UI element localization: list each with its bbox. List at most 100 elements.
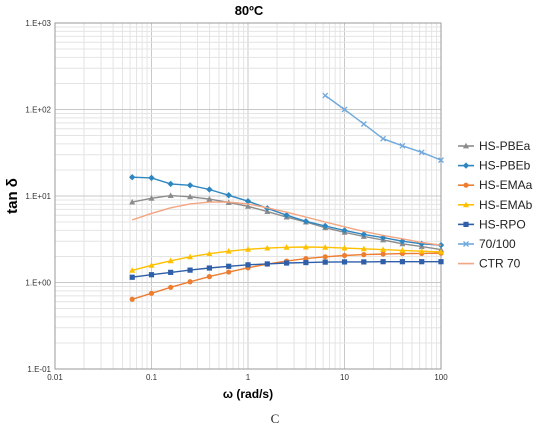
data-point <box>360 245 367 252</box>
data-point <box>148 262 155 268</box>
series-line <box>131 201 442 246</box>
legend-marker <box>463 182 469 188</box>
data-point <box>399 247 406 253</box>
data-point <box>129 274 135 280</box>
data-point <box>264 261 270 267</box>
data-point <box>302 218 310 225</box>
chart-title: 80ºC <box>235 3 264 18</box>
legend-marker <box>463 221 469 227</box>
x-tick-label: 100 <box>434 373 448 382</box>
legend-label: HS-PBEa <box>479 139 531 153</box>
data-point <box>245 246 251 252</box>
legend-item: HS-EMAa <box>458 178 533 192</box>
x-tick-label: 0.1 <box>146 373 158 382</box>
y-tick-label: 1.E+03 <box>25 19 51 28</box>
data-point <box>245 262 251 268</box>
data-point <box>168 284 174 290</box>
data-point <box>322 92 329 99</box>
legend-item: CTR 70 <box>458 257 521 271</box>
data-point <box>226 263 232 269</box>
data-point <box>283 211 290 219</box>
data-point <box>206 250 213 257</box>
data-point <box>129 267 136 273</box>
series-hs-rpo <box>129 259 444 280</box>
data-point <box>225 248 232 254</box>
data-point <box>129 173 136 181</box>
data-point <box>187 193 194 200</box>
data-point <box>380 135 387 142</box>
legend-item: HS-RPO <box>458 217 526 231</box>
data-point <box>187 279 193 285</box>
legend: HS-PBEa HS-PBEb HS-EMAa HS-EMAb HS-RPO 70/100… <box>458 139 533 271</box>
x-tick-label: 1 <box>246 373 251 382</box>
data-point <box>148 195 155 201</box>
figure-caption: C <box>270 411 280 426</box>
data-point <box>168 269 174 275</box>
data-point <box>167 192 174 199</box>
series-hs-emaa <box>129 250 444 302</box>
y-axis-ticks: 1.E-01 1.E+00 1.E+01 1.E+02 1.E+03 <box>25 19 51 374</box>
series-70-100 <box>322 92 444 164</box>
legend-item: HS-EMAb <box>458 198 533 212</box>
data-point <box>206 186 213 193</box>
data-point <box>341 106 348 113</box>
data-point <box>187 253 194 260</box>
plot-grid <box>54 23 441 370</box>
data-point <box>360 231 368 238</box>
legend-label: HS-RPO <box>479 217 526 231</box>
x-axis-ticks: 0.01 0.1 1 10 100 <box>47 373 448 382</box>
legend-label: 70/100 <box>479 237 516 251</box>
data-point <box>419 259 425 265</box>
data-point <box>438 157 444 164</box>
series-line <box>132 176 442 246</box>
data-point <box>206 265 212 271</box>
data-point <box>418 248 425 254</box>
series-hs-emab <box>129 243 444 273</box>
y-tick-label: 1.E-01 <box>27 365 51 374</box>
legend-item: HS-PBEb <box>458 159 531 173</box>
data-point <box>206 195 213 202</box>
legend-label: HS-PBEb <box>479 159 531 173</box>
data-point <box>284 260 290 266</box>
legend-marker <box>463 201 469 208</box>
data-point <box>322 259 328 265</box>
legend-marker <box>463 241 469 247</box>
data-point <box>418 149 425 156</box>
data-point <box>225 192 232 199</box>
y-axis-title: tan δ <box>4 178 21 214</box>
data-point <box>167 180 174 188</box>
data-point <box>264 244 271 251</box>
legend-item: 70/100 <box>458 237 516 251</box>
data-point <box>244 198 252 205</box>
data-point <box>341 227 348 234</box>
data-point <box>322 254 328 260</box>
data-point <box>380 259 386 265</box>
x-tick-label: 0.01 <box>47 373 63 382</box>
data-point <box>341 259 348 265</box>
data-point <box>245 203 251 209</box>
data-point <box>380 251 386 257</box>
data-point <box>206 274 212 280</box>
data-point <box>360 121 367 127</box>
plot-area-frame <box>54 22 442 370</box>
data-point <box>361 252 367 258</box>
x-axis-title: ω (rad/s) <box>223 387 273 401</box>
y-tick-label: 1.E+00 <box>25 279 51 288</box>
data-point <box>226 269 232 275</box>
data-point <box>186 182 194 189</box>
data-point <box>148 174 155 182</box>
data-point <box>129 296 135 302</box>
legend-item: HS-PBEa <box>458 139 531 153</box>
data-point <box>283 244 290 250</box>
data-point <box>361 259 367 265</box>
data-point <box>399 259 405 265</box>
data-point <box>129 198 136 205</box>
data-point <box>438 248 444 255</box>
data-point <box>187 267 193 273</box>
data-point <box>438 259 444 265</box>
data-point <box>380 246 387 253</box>
data-point <box>341 252 348 259</box>
data-point <box>322 222 329 230</box>
data-point <box>167 257 174 264</box>
